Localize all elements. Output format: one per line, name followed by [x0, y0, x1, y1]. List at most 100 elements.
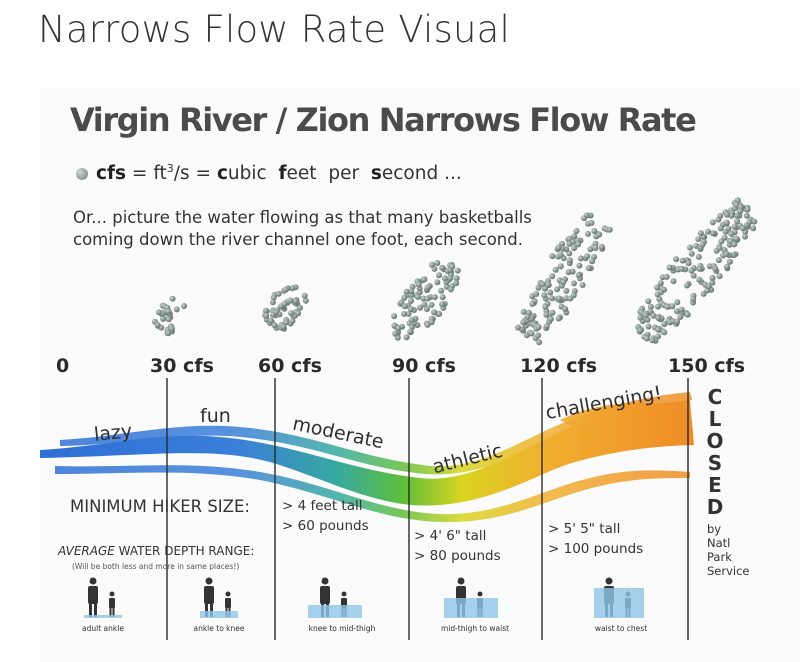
- basketball: [165, 308, 172, 315]
- basketball: [684, 282, 690, 289]
- closed-letter-o: O: [706, 429, 724, 453]
- basketball: [696, 265, 703, 272]
- basketball: [734, 212, 740, 219]
- closed-by-service: Service: [707, 564, 750, 578]
- basketball: [401, 303, 408, 310]
- basketball: [664, 303, 671, 310]
- bullet-icon: [76, 168, 88, 180]
- basketball-cluster-60: [262, 284, 309, 332]
- closed-letter-d: D: [706, 495, 724, 519]
- picture-text: Or... picture the water flowing as that …: [73, 207, 532, 251]
- basketball: [563, 287, 570, 294]
- basketball: [533, 291, 540, 297]
- basketball: [673, 308, 680, 315]
- basketball: [169, 295, 176, 302]
- basketball: [415, 281, 422, 288]
- cfs-equals-1: =: [131, 163, 148, 185]
- basketball: [520, 308, 527, 315]
- basketball: [555, 315, 562, 322]
- river-splash-orange: [600, 430, 690, 450]
- basketball: [431, 294, 438, 301]
- requirement-height: > 4 feet tall: [282, 498, 363, 514]
- basketball: [421, 276, 428, 283]
- basketball: [688, 250, 695, 257]
- hiker-adult-ankle-icon: [84, 577, 122, 618]
- basketball: [535, 284, 542, 291]
- basketball: [739, 225, 746, 232]
- basketball: [392, 330, 399, 337]
- basketball: [688, 267, 695, 274]
- cfs-word-second: second ...: [370, 163, 462, 185]
- basketball: [543, 311, 550, 318]
- river-flow: [40, 392, 694, 523]
- basketball: [690, 272, 697, 279]
- basketball: [744, 206, 751, 213]
- basketball: [709, 274, 716, 281]
- basketball: [289, 285, 296, 292]
- basketball: [577, 255, 584, 262]
- basketball: [695, 253, 702, 260]
- scale-label-120: 120 cfs: [520, 355, 598, 377]
- cfs-unit: ft3/s: [153, 162, 189, 184]
- basketball: [454, 267, 461, 274]
- basketball: [746, 219, 753, 225]
- basketball: [395, 325, 402, 332]
- basketball: [542, 285, 548, 292]
- basketball: [543, 323, 550, 330]
- basketball: [423, 306, 430, 312]
- basketball: [661, 321, 668, 328]
- basketball: [666, 264, 673, 271]
- basketball: [270, 294, 277, 301]
- basketball: [670, 278, 677, 285]
- scale-label-90: 90 cfs: [392, 355, 456, 377]
- cfs-equals-2: =: [195, 163, 212, 185]
- basketball: [584, 253, 591, 260]
- basketball: [679, 257, 686, 264]
- basketball: [428, 301, 435, 308]
- basketball: [705, 228, 711, 235]
- basketball: [181, 303, 188, 309]
- basketball: [447, 286, 454, 293]
- river-ribbon-top-wave: [560, 402, 684, 428]
- basketball: [160, 315, 167, 322]
- depth-caption-knee-to-mid-thigh: knee to mid-thigh: [308, 624, 376, 633]
- river-ribbon-upper: [60, 392, 692, 475]
- basketball: [678, 265, 685, 272]
- basketball: [565, 269, 572, 276]
- basketball: [439, 294, 446, 301]
- basketball: [699, 241, 706, 248]
- basketball: [685, 260, 692, 267]
- basketball: [566, 240, 573, 247]
- depth-caption-ankle-to-knee: ankle to knee: [193, 624, 245, 633]
- basketball: [723, 219, 730, 226]
- basketball: [524, 313, 531, 320]
- basketball: [453, 275, 460, 282]
- basketball: [673, 256, 680, 263]
- basketball: [598, 243, 605, 250]
- basketball: [669, 303, 676, 310]
- hiker-waist-to-chest-icon: [594, 577, 644, 618]
- basketball: [302, 297, 309, 304]
- requirement-weight: > 60 pounds: [282, 518, 369, 534]
- basketball: [262, 307, 269, 314]
- basketball: [678, 306, 685, 313]
- basketball: [579, 282, 586, 288]
- basketball: [453, 280, 460, 287]
- basketball: [292, 298, 299, 305]
- basketball: [421, 301, 428, 308]
- hiker-ankle-to-knee-icon: [200, 577, 238, 618]
- basketball: [718, 238, 725, 245]
- basketball: [724, 263, 730, 270]
- requirement-height: > 4' 6" tall: [414, 528, 487, 544]
- basketball: [643, 335, 650, 342]
- basketball: [637, 314, 644, 321]
- basketball: [677, 313, 684, 320]
- basketball: [269, 311, 276, 318]
- basketball: [661, 329, 668, 336]
- basketball: [654, 284, 661, 291]
- poster-heading: Virgin River / Zion Narrows Flow Rate: [70, 101, 697, 139]
- basketball: [687, 244, 693, 251]
- basketball: [566, 250, 573, 257]
- basketball: [442, 275, 448, 282]
- basketball: [539, 281, 546, 288]
